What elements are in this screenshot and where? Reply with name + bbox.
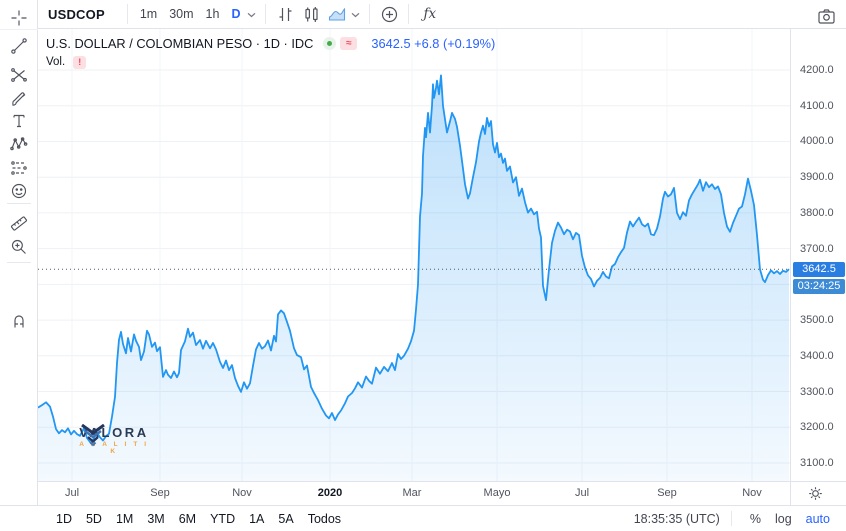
- log-scale-button[interactable]: log: [774, 511, 792, 526]
- range-3m[interactable]: 3M: [147, 511, 165, 526]
- axis-settings-gear-icon[interactable]: [808, 486, 823, 506]
- price-axis-label: 4200.0: [800, 64, 834, 76]
- time-axis-label: Jul: [64, 487, 80, 499]
- time-axis-label: Jul: [574, 487, 590, 499]
- candles-style-icon[interactable]: [298, 1, 324, 27]
- price-axis-label: 3700.0: [800, 242, 834, 255]
- camera-icon[interactable]: [813, 3, 839, 29]
- range-6m[interactable]: 6M: [178, 511, 197, 526]
- trend-line-tool-icon[interactable]: [0, 33, 37, 59]
- gann-fibonacci-tool-icon[interactable]: [0, 62, 37, 88]
- bar-countdown-badge: 03:24:25: [793, 278, 845, 294]
- price-axis-label: 3300.0: [800, 385, 834, 398]
- percent-scale-button[interactable]: %: [749, 511, 761, 526]
- chart-pane[interactable]: U.S. DOLLAR / COLOMBIAN PESO · 1D · IDC …: [38, 29, 790, 481]
- indicators-fx-icon[interactable]: ƒx: [423, 6, 437, 22]
- area-style-icon[interactable]: [324, 1, 350, 27]
- valora-analitik-watermark: VALORA A N A L I T I K: [79, 424, 149, 455]
- date-range-group: 1D 5D 1M 3M 6M YTD 1A 5A Todos: [0, 512, 348, 526]
- time-axis-label: Sep: [150, 487, 170, 499]
- time-axis-label: Nov: [232, 487, 252, 499]
- clock-utc-button[interactable]: 18:35:35 (UTC): [633, 511, 720, 526]
- symbol-description[interactable]: U.S. DOLLAR / COLOMBIAN PESO · 1D · IDC: [46, 36, 314, 51]
- price-area-fill: [38, 75, 789, 481]
- legend-interval: 1D: [263, 36, 280, 51]
- xabcd-pattern-tool-icon[interactable]: [0, 131, 37, 157]
- bottom-toolbar: 1D 5D 1M 3M 6M YTD 1A 5A Todos 18:35:35 (UTC) % …: [0, 505, 846, 531]
- volume-label[interactable]: Vol.: [46, 56, 66, 68]
- range-5d[interactable]: 5D: [85, 511, 102, 526]
- chart-style-chevron-icon[interactable]: [351, 12, 360, 18]
- price-line-series: [38, 74, 790, 445]
- symbol-button[interactable]: USDCOP: [48, 6, 105, 22]
- auto-scale-button[interactable]: auto: [805, 511, 830, 526]
- chart-legend: U.S. DOLLAR / COLOMBIAN PESO · 1D · IDC …: [46, 35, 495, 70]
- timeframe-30m[interactable]: 30m: [169, 7, 194, 21]
- emoji-tool-icon[interactable]: [0, 178, 37, 204]
- price-axis-label: 4000.0: [800, 135, 834, 148]
- timeframe-chevron-down-icon[interactable]: [247, 12, 256, 18]
- time-axis-label: Mar: [402, 487, 422, 499]
- market-status-green-dot-icon[interactable]: [323, 37, 337, 50]
- volume-warning-icon[interactable]: !: [73, 55, 87, 69]
- bars-style-icon[interactable]: [272, 1, 298, 27]
- time-axis-label: 2020: [317, 487, 343, 499]
- text-tool-icon[interactable]: [0, 108, 37, 134]
- range-1d[interactable]: 1D: [56, 511, 72, 526]
- last-price-badge: 3642.5: [793, 261, 845, 277]
- time-axis[interactable]: Jul Sep Nov 2020 Mar Mayo Jul Sep Nov: [38, 481, 846, 506]
- time-axis-label: Sep: [657, 487, 677, 499]
- toolbar-separator: [369, 4, 371, 24]
- crosshair-tool-icon[interactable]: [0, 5, 37, 31]
- drawing-toolbar: [0, 0, 38, 505]
- toolbar-separator: [730, 511, 732, 526]
- measure-tool-icon[interactable]: [0, 210, 37, 236]
- brush-tool-icon[interactable]: [0, 86, 37, 112]
- range-5a[interactable]: 5A: [278, 511, 294, 526]
- range-todos[interactable]: Todos: [307, 511, 342, 526]
- range-1a[interactable]: 1A: [249, 511, 265, 526]
- time-axis-label: Mayo: [483, 487, 511, 499]
- price-axis[interactable]: 4200.0 4100.0 4000.0 3900.0 3800.0 3700.0 3500…: [790, 29, 846, 481]
- price-axis-label: 3100.0: [800, 457, 834, 469]
- timeframe-1h[interactable]: 1h: [205, 7, 220, 21]
- timeframe-d[interactable]: D: [231, 7, 241, 21]
- timeframe-1m[interactable]: 1m: [139, 7, 158, 21]
- price-axis-label: 3500.0: [800, 314, 834, 327]
- range-ytd[interactable]: YTD: [210, 511, 236, 526]
- range-1m[interactable]: 1M: [115, 511, 134, 526]
- magnet-tool-icon[interactable]: [0, 308, 37, 334]
- forecast-tool-icon[interactable]: [0, 155, 37, 181]
- price-axis-label: 3200.0: [800, 421, 834, 434]
- toolbar-separator: [408, 4, 410, 24]
- price-axis-label: 3800.0: [800, 206, 834, 219]
- timeframe-group: 1m 30m 1h D: [134, 7, 247, 21]
- zoom-in-tool-icon[interactable]: [0, 234, 37, 260]
- price-axis-label: 4100.0: [800, 99, 834, 112]
- compare-plus-icon[interactable]: [376, 1, 402, 27]
- price-axis-label: 3900.0: [800, 171, 834, 184]
- legend-price-change: 3642.5 +6.8 (+0.19%): [371, 36, 496, 51]
- toolbar-separator: [265, 4, 267, 24]
- time-axis-label: Nov: [742, 487, 762, 499]
- top-toolbar: USDCOP 1m 30m 1h D ƒx: [38, 0, 846, 29]
- valora-logo-icon: [81, 424, 105, 447]
- toolbar-separator: [126, 4, 128, 24]
- legend-exchange: IDC: [291, 36, 314, 51]
- delayed-data-badge-icon[interactable]: ≈: [340, 37, 358, 50]
- price-area-chart: [38, 29, 790, 481]
- price-axis-label: 3400.0: [800, 349, 834, 362]
